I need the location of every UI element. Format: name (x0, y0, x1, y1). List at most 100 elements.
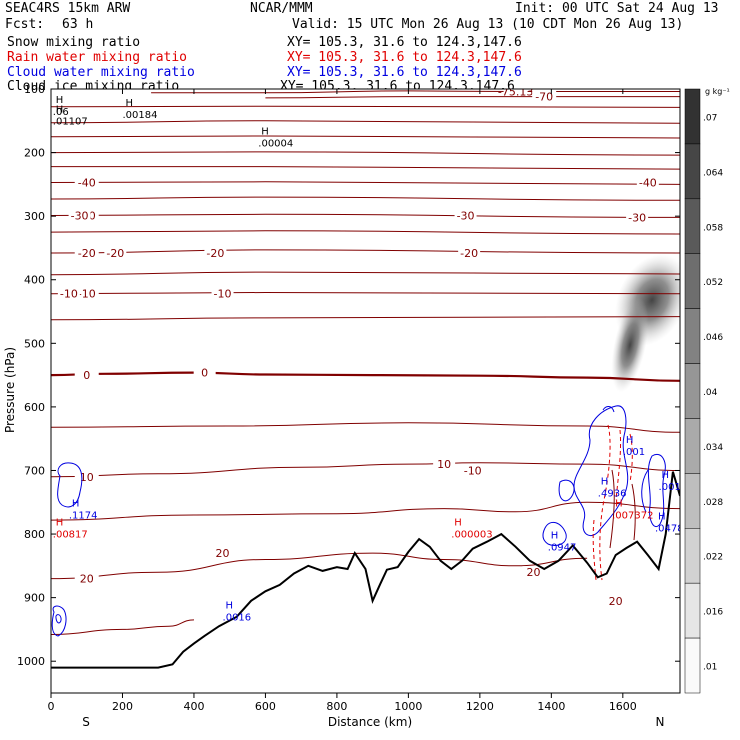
isotherm-label-bg (458, 247, 481, 260)
forecast-hours: 63 h (62, 17, 94, 32)
isotherm-contour (51, 249, 680, 254)
field-rain-xy: XY= 105.3, 31.6 to 124.3,147.6 (287, 50, 522, 65)
isotherm-contour (51, 213, 680, 218)
isotherm-label-bg (604, 594, 627, 607)
x-axis-right-end-label: N (656, 715, 665, 729)
cloud-water-contour (558, 479, 575, 502)
colorbar-label: .064 (703, 168, 723, 178)
isotherm-contour (51, 501, 680, 521)
extremum-symbol: H (662, 470, 670, 481)
field-cloudwater-xy: XY= 105.3, 31.6 to 124.3,147.6 (287, 65, 522, 80)
extremum-value: .00184 (122, 110, 157, 121)
isotherm-contour (51, 462, 680, 478)
isotherm-label-bg (211, 547, 234, 560)
isotherm-label: 10 (437, 458, 451, 471)
isotherm-label: -10 (78, 288, 96, 301)
isotherm-label-bg (74, 287, 99, 300)
isotherm-contour (51, 181, 680, 185)
plot-frame (50, 88, 681, 694)
isotherm-contour (51, 371, 680, 382)
extremum-value: .01107 (53, 116, 88, 127)
rain-water-contour (629, 433, 633, 483)
isotherm-label-bg (74, 369, 99, 382)
isotherm-label: -30 (457, 210, 475, 223)
isotherm-label: -10 (60, 288, 78, 301)
isotherm-label-bg (503, 89, 528, 98)
colorbar-label: .01 (703, 663, 717, 673)
cloud-water-contour (602, 406, 615, 413)
isotherm-label: -40 (639, 176, 657, 189)
isotherm-contour (265, 96, 680, 99)
x-tick-label: 1600 (609, 700, 637, 713)
field-cloudwater-name: Cloud water mixing ratio (7, 65, 195, 80)
colorbar-label: .016 (703, 608, 723, 618)
isotherm-contour (51, 151, 680, 156)
isotherm-label: -20 (78, 247, 96, 260)
colorbar-label: .034 (703, 443, 723, 453)
isotherm-label: -75.13 (498, 86, 533, 99)
valid-time: Valid: 15 UTC Mon 26 Aug 13 (10 CDT Mon … (292, 17, 684, 32)
isotherm-label-bg (433, 458, 456, 471)
isotherm-contour (51, 316, 680, 321)
isotherm-label: 20 (526, 566, 540, 579)
isotherm-label-bg (74, 572, 99, 585)
rain-water-contour (599, 424, 611, 581)
isotherm-label: -20 (106, 247, 124, 260)
isotherm-label-bg (204, 247, 227, 260)
cloud-water-contour (542, 521, 567, 547)
isotherm-label: 20 (609, 595, 623, 608)
isotherm-label-bg (636, 176, 659, 189)
isotherm-label-bg (74, 247, 99, 260)
isotherm-label: -10 (214, 288, 232, 301)
isotherm-label: 10 (80, 471, 94, 484)
colorbar-label: .028 (703, 498, 723, 508)
extremum-symbol: H (125, 98, 133, 109)
extremum-symbol: H (261, 127, 269, 138)
colorbar-cell (684, 363, 701, 419)
extremum-symbol: H (56, 104, 64, 115)
isotherm-contour (51, 291, 680, 295)
isotherm-label: -40 (78, 176, 96, 189)
colorbar-label: .07 (703, 113, 717, 123)
cloud-water-contour (57, 462, 83, 508)
isotherm-contour (51, 230, 680, 235)
y-tick-label: 100 (24, 83, 45, 96)
field-snow-xy: XY= 105.3, 31.6 to 124.3,147.6 (287, 35, 522, 50)
cloud-water-contour (51, 605, 67, 637)
y-tick-label: 400 (24, 274, 45, 287)
extremum-value: .0947 (548, 542, 577, 553)
colorbar-cell (684, 582, 701, 639)
extremum-symbol: H (615, 499, 623, 510)
isotherm-label-bg (68, 209, 91, 222)
temperature-contour (631, 483, 636, 541)
extremum-value: .0016 (223, 612, 252, 623)
isotherm-contour (51, 619, 195, 635)
isotherm-label-bg (211, 287, 234, 300)
extremum-symbol: H (454, 518, 462, 529)
isotherm-contour (51, 422, 680, 433)
y-tick-label: 600 (24, 401, 45, 414)
extremum-value: .00817 (53, 530, 88, 541)
isotherm-contour (51, 105, 680, 108)
isotherm-contour (51, 120, 680, 124)
colorbar-label: .04 (703, 388, 718, 398)
isotherm-label-bg (522, 566, 545, 579)
colorbar-cell (684, 308, 701, 364)
plot-area: -75.13-70 -40 -30 -20 -10 0 10 20 -10 20 20 -20 -30 -… (50, 86, 681, 694)
y-axis-title: Pressure (hPa) (3, 347, 17, 433)
y-tick-label: 800 (24, 528, 45, 541)
colorbar-label: .046 (703, 333, 723, 343)
x-tick-label: 800 (326, 700, 347, 713)
isotherm-label-bg (104, 247, 127, 260)
colorbar-cell (684, 528, 701, 584)
colorbar-cell (684, 637, 701, 694)
temperature-contour (609, 469, 615, 549)
isotherm-contour (51, 166, 680, 170)
isotherm-label-bg (626, 211, 649, 224)
colorbar-cell (684, 473, 701, 529)
extremum-value: .1174 (69, 511, 98, 522)
extremum-symbol: H (56, 518, 64, 529)
extremum-symbol: H (658, 511, 666, 522)
isotherm-label: -10 (464, 464, 482, 477)
